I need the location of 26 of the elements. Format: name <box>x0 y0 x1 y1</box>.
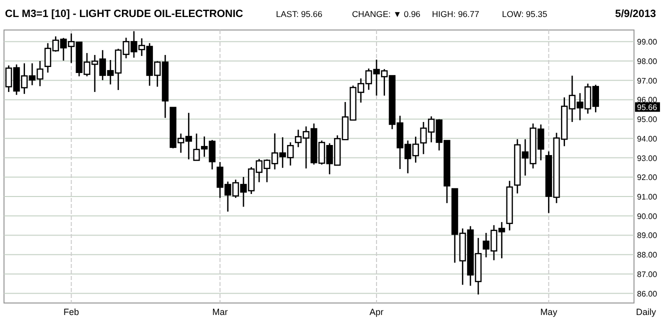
y-tick-label: 88.00 <box>637 250 658 260</box>
text: 5/9/2013 <box>615 8 656 20</box>
y-tick-label: 97.00 <box>637 76 658 86</box>
text: CHANGE: ▼ 0.96 <box>352 9 421 19</box>
y-tick-label: 99.00 <box>637 38 658 47</box>
text: LOW: 95.35 <box>502 9 548 19</box>
text: LAST: 95.66 <box>276 9 323 19</box>
text: HIGH: 96.77 <box>432 9 480 19</box>
y-tick-label: 91.00 <box>637 192 658 202</box>
y-tick-label: 92.00 <box>637 173 658 182</box>
x-tick-label: May <box>540 307 558 317</box>
text: Daily <box>636 307 656 317</box>
y-tick-label: 89.00 <box>637 231 658 240</box>
x-tick-label: Feb <box>64 307 80 317</box>
text: 95.66 <box>637 102 658 112</box>
x-tick-label: Apr <box>370 307 384 317</box>
y-tick-label: 94.00 <box>637 134 658 144</box>
y-tick-label: 96.00 <box>637 96 658 105</box>
y-tick-label: 95.00 <box>637 115 658 124</box>
y-tick-label: 86.00 <box>637 289 658 298</box>
x-tick-label: Mar <box>212 307 228 317</box>
y-tick-label: 98.00 <box>637 56 658 66</box>
y-tick-label: 90.00 <box>637 212 658 221</box>
y-tick-label: 87.00 <box>637 270 658 279</box>
y-tick-label: 93.00 <box>637 154 658 163</box>
chart-title: CL M3=1 [10] - LIGHT CRUDE OIL-ELECTRONIC <box>5 8 244 20</box>
